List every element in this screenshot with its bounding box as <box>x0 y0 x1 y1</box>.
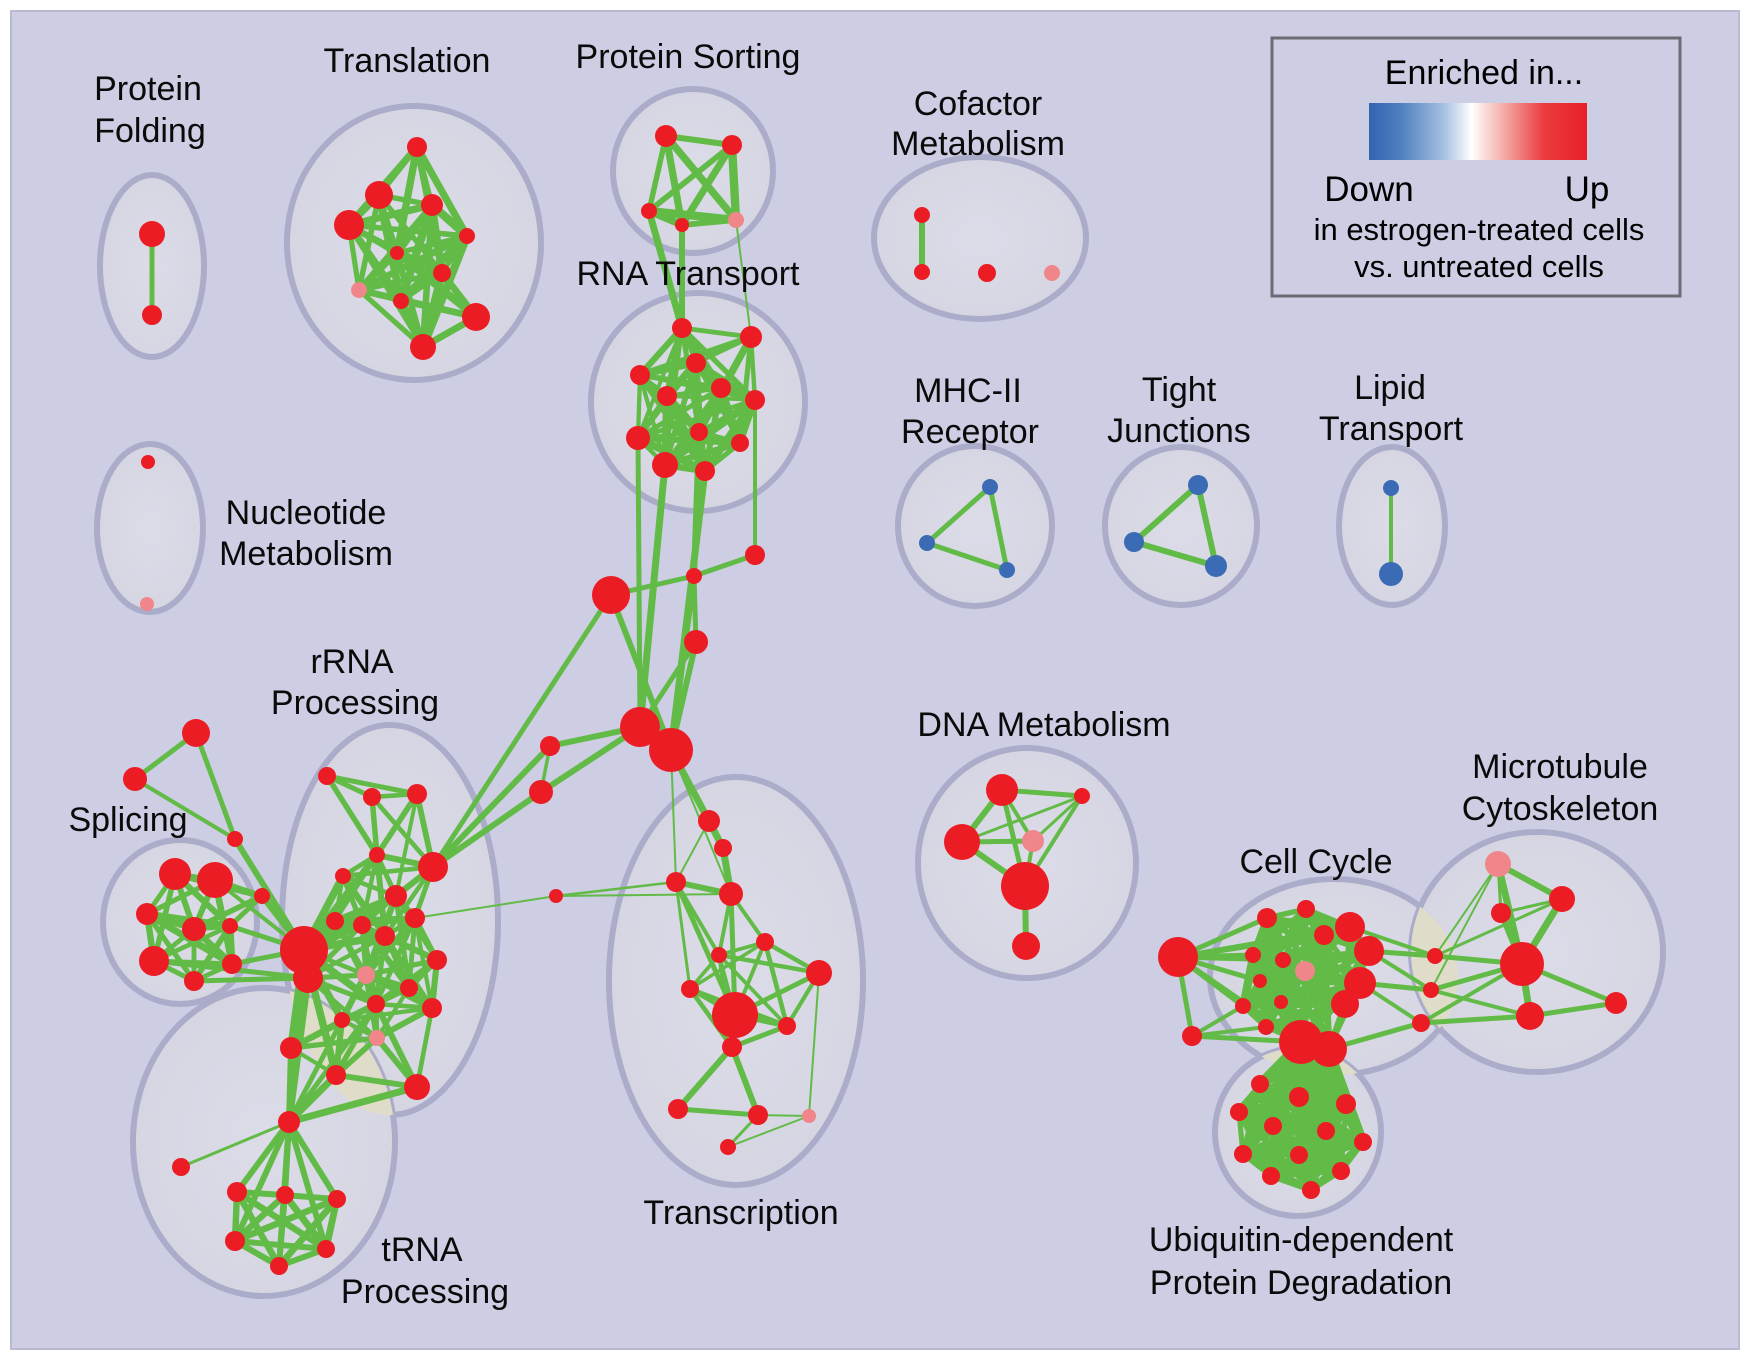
svg-text:vs. untreated cells: vs. untreated cells <box>1354 249 1604 284</box>
svg-text:RNA Transport: RNA Transport <box>577 255 801 293</box>
svg-text:rRNA: rRNA <box>310 643 393 681</box>
svg-text:Cell Cycle: Cell Cycle <box>1239 843 1392 881</box>
svg-text:DNA Metabolism: DNA Metabolism <box>917 706 1170 744</box>
svg-text:in estrogen-treated cells: in estrogen-treated cells <box>1314 212 1645 247</box>
svg-text:Folding: Folding <box>94 112 206 150</box>
svg-text:Cytoskeleton: Cytoskeleton <box>1462 790 1659 828</box>
svg-text:Enriched in...: Enriched in... <box>1385 54 1583 92</box>
svg-text:Processing: Processing <box>271 684 439 722</box>
svg-text:Microtubule: Microtubule <box>1472 748 1648 786</box>
svg-text:Metabolism: Metabolism <box>219 535 393 573</box>
svg-text:Nucleotide: Nucleotide <box>226 494 387 532</box>
svg-text:tRNA: tRNA <box>381 1231 463 1269</box>
svg-text:Lipid: Lipid <box>1354 369 1426 407</box>
svg-text:Splicing: Splicing <box>68 801 187 839</box>
svg-text:Transcription: Transcription <box>643 1194 838 1232</box>
svg-text:Up: Up <box>1565 170 1610 209</box>
svg-text:Protein: Protein <box>94 70 202 108</box>
svg-text:MHC-II: MHC-II <box>914 372 1022 410</box>
svg-text:Metabolism: Metabolism <box>891 125 1065 163</box>
svg-text:Processing: Processing <box>341 1273 509 1311</box>
svg-text:Transport: Transport <box>1319 410 1464 448</box>
svg-text:Receptor: Receptor <box>901 413 1039 451</box>
svg-text:Translation: Translation <box>324 42 491 80</box>
svg-text:Tight: Tight <box>1142 371 1217 409</box>
svg-text:Down: Down <box>1324 170 1413 209</box>
svg-text:Protein Sorting: Protein Sorting <box>576 38 801 76</box>
svg-text:Junctions: Junctions <box>1107 412 1251 450</box>
svg-text:Ubiquitin-dependent: Ubiquitin-dependent <box>1149 1221 1454 1259</box>
svg-text:Cofactor: Cofactor <box>914 85 1043 123</box>
svg-text:Protein Degradation: Protein Degradation <box>1150 1264 1452 1302</box>
